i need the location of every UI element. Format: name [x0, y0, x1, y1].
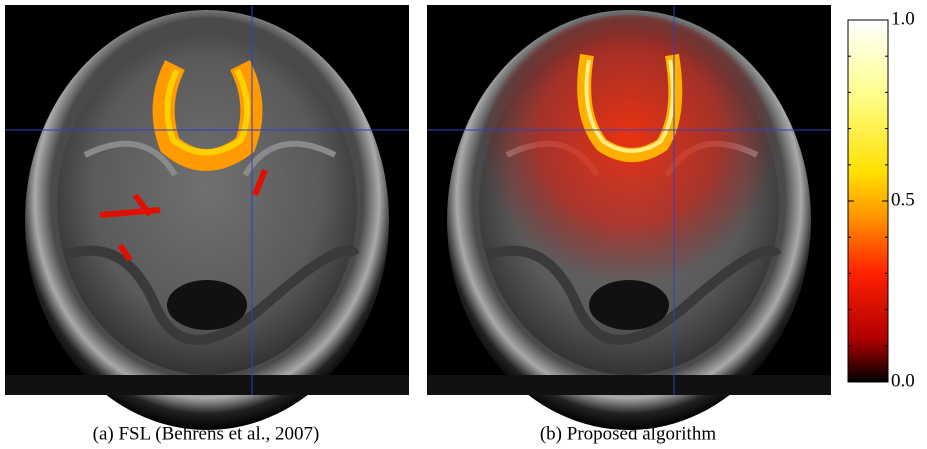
tick-label: 0.0 — [891, 370, 915, 391]
figure: (a) FSL (Behrens et al., 2007) (b) Propo… — [0, 0, 927, 449]
panel-b — [427, 5, 831, 430]
tick-label: 1.0 — [891, 8, 915, 29]
caption: (a) FSL (Behrens et al., 2007) — [93, 423, 320, 444]
tick-label: 0.5 — [891, 189, 915, 210]
panel-a — [5, 5, 409, 430]
caption: (b) Proposed algorithm — [540, 423, 716, 444]
